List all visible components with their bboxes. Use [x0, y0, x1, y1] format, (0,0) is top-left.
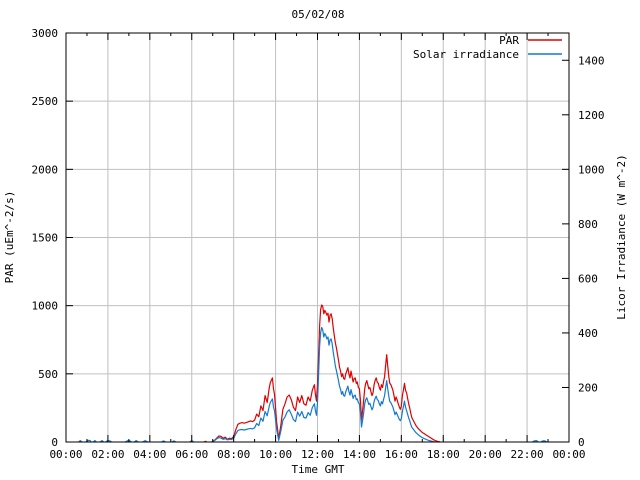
y-left-tick-label: 2000	[32, 163, 59, 176]
x-tick-label: 00:00	[49, 448, 82, 461]
x-tick-label: 20:00	[469, 448, 502, 461]
y-left-tick-label: 0	[51, 436, 58, 449]
legend-label-par: PAR	[499, 34, 519, 47]
tick-layer	[65, 32, 570, 443]
series-line-solar-irradiance	[540, 440, 548, 443]
y-right-tick-label: 1000	[578, 163, 605, 176]
y-right-tick-label: 1200	[578, 109, 605, 122]
series-line-solar-irradiance	[211, 326, 436, 443]
y-right-tick-label: 1400	[578, 54, 605, 67]
chart-title: 05/02/08	[292, 8, 345, 21]
x-tick-label: 18:00	[427, 448, 460, 461]
x-tick-label: 08:00	[217, 448, 250, 461]
x-tick-label: 06:00	[175, 448, 208, 461]
y-right-tick-label: 400	[578, 327, 598, 340]
y-left-axis-label: PAR (uEm^-2/s)	[3, 191, 16, 284]
legend: PAR Solar irradiance	[413, 34, 562, 61]
series-line-solar-irradiance	[105, 439, 113, 443]
grid-layer	[66, 33, 569, 442]
x-tick-label: 04:00	[133, 448, 166, 461]
x-tick-label: 10:00	[259, 448, 292, 461]
y-right-tick-label: 600	[578, 272, 598, 285]
x-tick-label: 16:00	[385, 448, 418, 461]
y-right-axis-label: Licor Irradiance (W m^-2)	[615, 154, 628, 320]
x-tick-label: 22:00	[511, 448, 544, 461]
x-tick-label: 00:00	[552, 448, 585, 461]
x-tick-label: 02:00	[91, 448, 124, 461]
y-left-tick-label: 3000	[32, 27, 59, 40]
x-axis-label: Time GMT	[292, 463, 345, 476]
y-left-tick-label: 500	[38, 368, 58, 381]
y-right-tick-label: 800	[578, 218, 598, 231]
y-left-tick-label: 1500	[32, 232, 59, 245]
x-tick-label: 12:00	[301, 448, 334, 461]
y-right-tick-label: 0	[578, 436, 585, 449]
series-line-par	[211, 304, 441, 443]
y-left-tick-label: 2500	[32, 95, 59, 108]
y-right-tick-label: 200	[578, 381, 598, 394]
x-tick-label: 14:00	[343, 448, 376, 461]
y-left-tick-label: 1000	[32, 300, 59, 313]
tick-label-layer: 00:00 02:00 04:00 06:00 08:00 10:00 12:00 14:00…	[32, 27, 605, 461]
series-line-solar-irradiance	[532, 440, 539, 443]
legend-label-solar: Solar irradiance	[413, 48, 519, 61]
